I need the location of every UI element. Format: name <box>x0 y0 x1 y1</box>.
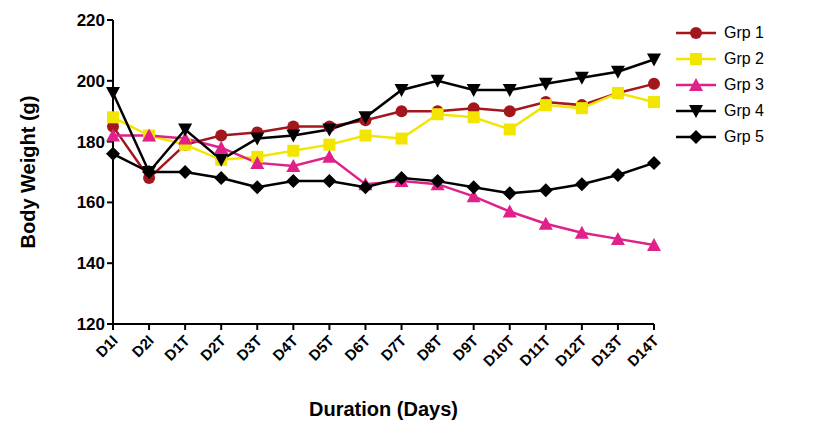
svg-text:D14T: D14T <box>624 332 662 370</box>
svg-text:D11T: D11T <box>516 332 553 369</box>
svg-text:D7T: D7T <box>377 332 409 364</box>
svg-text:D9T: D9T <box>449 332 481 364</box>
html-text:Grp 4: Grp 4 <box>724 102 764 119</box>
svg-text:D3T: D3T <box>233 332 265 364</box>
svg-text:200: 200 <box>77 72 105 91</box>
html-text:Grp 3: Grp 3 <box>724 76 764 93</box>
svg-text:D5T: D5T <box>305 332 337 364</box>
svg-text:D2I: D2I <box>128 332 157 361</box>
svg-text:120: 120 <box>77 315 105 334</box>
svg-text:D1T: D1T <box>161 332 193 364</box>
svg-text:D6T: D6T <box>341 332 373 364</box>
svg-text:Duration (Days): Duration (Days) <box>309 398 458 420</box>
html-text:Grp 2: Grp 2 <box>724 50 764 67</box>
svg-text:D12T: D12T <box>552 332 590 370</box>
svg-text:140: 140 <box>77 254 105 273</box>
html-text:Grp 1: Grp 1 <box>724 24 764 41</box>
svg-text:160: 160 <box>77 193 105 212</box>
svg-text:220: 220 <box>77 11 105 30</box>
svg-text:D2T: D2T <box>197 332 229 364</box>
svg-text:180: 180 <box>77 133 105 152</box>
svg-text:D13T: D13T <box>588 332 626 370</box>
svg-text:D8T: D8T <box>413 332 445 364</box>
svg-text:D4T: D4T <box>269 332 301 364</box>
svg-text:Body Weight (g): Body Weight (g) <box>17 96 39 249</box>
svg-text:D1I: D1I <box>92 332 121 361</box>
svg-text:D10T: D10T <box>480 332 518 370</box>
html-text:Grp 5: Grp 5 <box>724 128 764 145</box>
